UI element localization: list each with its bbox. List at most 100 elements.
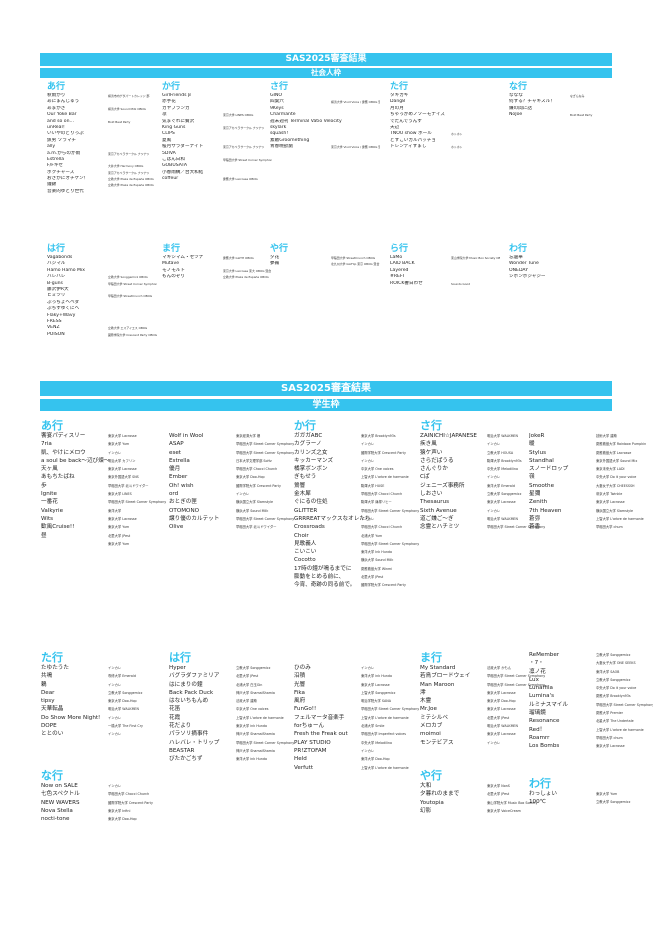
group-affiliation: 上智大学 L'arbre de harmonie xyxy=(596,727,644,732)
entry-row: スノードロップ 東京未来大学 LADI xyxy=(529,465,653,473)
group-name: ハレバレ・トリップ xyxy=(169,739,220,746)
entry-row: 7th Heaven 横浜国立大学 Slamstyle xyxy=(529,507,653,515)
entry-row: バグラダファミリア 北里大学 JPest xyxy=(169,672,294,680)
group-affiliation: 東洋大学 Emerald xyxy=(487,483,515,488)
group-affiliation: 早稲田大学 Street Corner Symphony xyxy=(236,740,294,745)
group-affiliation: 上智大学 L'arbre de harmonie xyxy=(361,715,409,720)
group-name: Estrella xyxy=(169,457,190,464)
entry-row: 蒼香 早稲田大学 chum xyxy=(529,523,653,531)
group-affiliation: 立教大学 Songgemicz xyxy=(108,690,143,695)
entry-row: Mutave xyxy=(162,261,272,267)
group-name: skylark xyxy=(270,124,287,130)
group-affiliation: 東京大学 Doo-Hop xyxy=(108,817,137,822)
section-heading: た行 xyxy=(390,82,409,92)
entry-row: びたかごちず 東洋大学 ink Hundo xyxy=(169,755,294,763)
entry-row: 四葉六 横浜大学 Vivid Voice / 慶應 OBOG 混合 xyxy=(270,99,380,105)
group-affiliation: 東京外国語大学 SNS xyxy=(108,475,139,480)
group-name: 共鳴 xyxy=(41,673,53,680)
group-affiliation: インカレ xyxy=(108,732,122,737)
group-name: 四葉六 xyxy=(270,99,284,105)
group-affiliation: 上智大学 L'arbre de harmonie xyxy=(596,516,644,521)
group-affiliation: 早稲田大学 Street Corner Symphony xyxy=(108,500,166,505)
group-affiliation: 東京大学 Lacrosse xyxy=(596,500,625,505)
group-name: ハレバレ xyxy=(47,274,66,280)
group-affiliation: 横浜大学 Sound Milk xyxy=(361,558,394,563)
group-name: Youtopia xyxy=(420,799,444,806)
group-name: バグラダファミリア xyxy=(169,673,220,680)
group-name: unReal！ xyxy=(47,124,68,130)
group-name: LAID BACK xyxy=(390,261,415,267)
group-affiliation: 東京大学 NonS xyxy=(487,784,510,788)
entry-row: Olive 早稲田大学 北斗ドワイダー xyxy=(169,523,294,531)
group-affiliation: 帝京大学 Twinkle xyxy=(596,492,623,497)
group-name: a.m.からのか雨 xyxy=(47,150,81,156)
group-affiliation: 明治大学 WALKMEN xyxy=(487,434,518,438)
group-name: 一番花 xyxy=(41,499,58,506)
group-name: Mr.Joe xyxy=(420,706,437,713)
group-affiliation: 中央大学 Do it your voice xyxy=(596,475,637,480)
entry-row: 凛 東京大学 LINES OBOG xyxy=(162,112,272,118)
section-heading: わ行 xyxy=(509,244,528,254)
group-affiliation: 慶應義塾大学 Winmi xyxy=(361,566,393,571)
group-name: どすこいカルパッチョ xyxy=(390,137,436,143)
group-name: ぶちすゆくにへ xyxy=(47,306,80,312)
group-affiliation: 立教大学 エスアイエス OBOG xyxy=(108,326,148,331)
group-name: 夏風 xyxy=(162,137,172,143)
entry-row: トレンディすまし ホトホト xyxy=(390,144,500,150)
group-affiliation: 横浜市内ゲダパートカレッジ 部 xyxy=(108,94,150,98)
shakai-section-2: さ行 GINO 四葉六 横浜大学 Vivid Voice / 慶應 OBOG 混合 9K… xyxy=(270,82,380,151)
group-name: ぶっちょヘベダ xyxy=(47,299,80,305)
entry-row: 花霞 上智大学 L'arbre de harmonie xyxy=(169,714,294,722)
entry-row: しおさい 立教大学 Songgemicz xyxy=(420,490,545,498)
section-heading: さ行 xyxy=(270,82,289,92)
group-name: #REFI xyxy=(390,274,404,280)
entry-row: ごはん日和 早稲田大学 Street Corner Symphony OBOG xyxy=(162,157,272,163)
group-affiliation: 早稲田大学 StreetCrunch OBOG xyxy=(108,294,153,299)
group-name: Crossroads xyxy=(294,524,325,531)
group-name: Hyper xyxy=(169,665,186,671)
group-name: 何する？チャキスル！ xyxy=(509,99,555,105)
entry-row: GLITTER 早稲田大学 Street Corner Symphony xyxy=(294,507,419,515)
entry-row: 七色スペクトル 早稲田大学 Chocci Church xyxy=(41,790,166,798)
entry-row: いいやのどりっぷ xyxy=(47,131,157,137)
entry-row: NEW WAVERS 國際学院大学 Crescent Party xyxy=(41,799,166,807)
group-name: 幻影 xyxy=(420,807,432,814)
entry-row: 橘掌ボンボン 中京大学 One voices xyxy=(294,465,419,473)
gakusei-section-9: ReMember 立教大学 Songgemicz ・7・ 大妻女子大学 ONE SEE… xyxy=(529,651,653,751)
group-name: 優月 xyxy=(169,466,181,473)
entry-row: ハレバレ 立教大学 Songgemicz OBOG xyxy=(47,274,157,280)
group-affiliation: 駒澤大学 HUSE xyxy=(361,483,385,488)
group-name: シボンボジャジー xyxy=(509,274,546,280)
group-name: and so on… xyxy=(47,118,75,124)
group-name: 魚男 ソラマチ xyxy=(47,137,77,143)
entry-row: a.m.からのか雨 東京アカペラサークル ナツナツ xyxy=(47,151,157,157)
group-affiliation: 神戸大学 ShamalShamia xyxy=(236,748,275,753)
entry-row: ONEDAY xyxy=(509,268,619,274)
group-name: 風府 xyxy=(294,698,306,705)
group-name: いいやのどりっぷ xyxy=(47,131,84,137)
group-name: Sixth Avenue xyxy=(420,507,457,514)
entry-row: おとぎの匣 横浜国立大学 Slamstyle xyxy=(169,498,294,506)
group-affiliation: なぎんなみ xyxy=(570,94,585,98)
gakusei-title-banner: SAS2025審査結果 xyxy=(40,381,612,396)
entry-row: 鐘錦 立教大学 Plaza de España OBOG xyxy=(47,182,157,188)
entry-row: GINO xyxy=(270,93,380,99)
group-affiliation: 東京大学 Lacrosse xyxy=(361,682,390,687)
group-name: 音楽的ゆとり世代 xyxy=(47,188,84,194)
section-heading: わ行 xyxy=(529,777,551,790)
entry-row: Sixth Avenue インカレ xyxy=(420,507,545,515)
entry-row: 風府 明治学院大学 SANA xyxy=(294,697,419,705)
group-name: 夢霧 xyxy=(270,261,280,267)
entry-row: F/Fキセ 大井大学 Harmony OBOG xyxy=(47,163,157,169)
group-name: 念霊とハチミツ xyxy=(420,524,460,531)
group-name: Wolf in Wool xyxy=(169,433,204,439)
group-affiliation: 東京大学 Lacrosse xyxy=(108,467,137,472)
entry-row: BEASTAR 神戸大学 ShamalShamia xyxy=(169,747,294,755)
group-affiliation: 東京大学 VoiceCream xyxy=(487,808,521,813)
group-name: PR!ZTOFAM xyxy=(294,747,327,754)
group-name: 猿ケ声い xyxy=(420,449,443,456)
entry-row: JokeR 技術大学 建築 xyxy=(529,432,653,440)
entry-row: あもちたばね 東京外国語大学 SNS xyxy=(41,473,166,481)
entry-row: 9Keys xyxy=(270,106,380,112)
group-affiliation: 東京大学 Vivid Voice / 慶應 OBOG 混合 xyxy=(331,145,380,150)
